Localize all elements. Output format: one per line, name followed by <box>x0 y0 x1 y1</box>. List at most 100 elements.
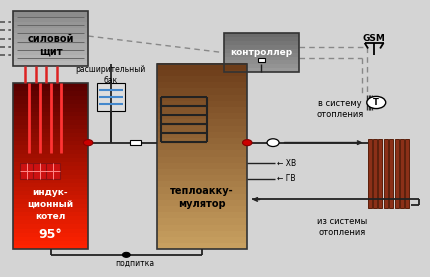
Bar <box>224 68 299 72</box>
Bar <box>13 116 88 120</box>
Bar <box>130 140 141 145</box>
Bar <box>157 162 247 169</box>
Bar <box>13 170 88 175</box>
Bar <box>157 63 247 70</box>
Bar <box>13 87 88 91</box>
Bar <box>13 232 88 237</box>
Bar <box>157 64 247 249</box>
Bar <box>224 64 299 68</box>
Bar <box>13 55 88 61</box>
Bar <box>157 217 247 225</box>
Text: подпитка: подпитка <box>115 259 154 268</box>
Bar <box>157 156 247 163</box>
Bar <box>368 138 372 208</box>
Bar <box>13 91 88 96</box>
Bar <box>13 157 88 162</box>
Bar <box>224 56 299 60</box>
Bar <box>157 193 247 200</box>
Bar <box>13 60 88 66</box>
Bar <box>97 83 125 111</box>
Bar <box>157 106 247 113</box>
Bar <box>157 211 247 218</box>
Bar <box>224 40 299 45</box>
Bar <box>13 95 88 100</box>
Bar <box>395 138 399 208</box>
Text: силовой
щит: силовой щит <box>27 34 74 57</box>
Bar <box>13 216 88 220</box>
Bar <box>13 124 88 129</box>
Bar <box>157 224 247 231</box>
Text: индук-
ционный
котел: индук- ционный котел <box>28 188 74 221</box>
Bar <box>13 120 88 125</box>
Bar <box>224 48 299 53</box>
Bar <box>13 141 88 145</box>
Circle shape <box>267 139 279 147</box>
Bar <box>157 119 247 125</box>
Bar <box>13 240 88 245</box>
Bar <box>13 178 88 183</box>
Bar <box>405 138 409 208</box>
Bar <box>13 203 88 208</box>
Text: 95°: 95° <box>39 228 62 241</box>
Bar <box>13 186 88 191</box>
Bar <box>373 138 377 208</box>
Bar <box>258 58 265 62</box>
Bar <box>157 180 247 188</box>
Bar <box>224 33 299 37</box>
Bar <box>157 112 247 119</box>
Bar <box>13 153 88 158</box>
Bar <box>157 199 247 206</box>
Text: GSM: GSM <box>362 34 386 43</box>
Bar <box>20 163 34 179</box>
Bar <box>157 143 247 150</box>
Bar <box>13 220 88 224</box>
Bar <box>13 211 88 216</box>
Bar <box>13 149 88 154</box>
Bar <box>13 236 88 241</box>
Bar <box>157 94 247 101</box>
Bar <box>157 137 247 144</box>
Bar <box>157 125 247 132</box>
Bar <box>13 27 88 33</box>
Bar <box>13 33 88 39</box>
Circle shape <box>367 96 386 109</box>
Bar <box>13 132 88 137</box>
Bar <box>13 207 88 212</box>
Bar <box>157 100 247 107</box>
Text: расширительный
бак: расширительный бак <box>76 65 146 85</box>
Circle shape <box>123 252 130 257</box>
Bar <box>157 168 247 175</box>
Bar <box>157 187 247 194</box>
Bar <box>13 103 88 108</box>
Bar <box>389 138 393 208</box>
Bar <box>13 245 88 249</box>
Bar <box>13 174 88 179</box>
Bar <box>13 224 88 229</box>
Text: ← ХВ: ← ХВ <box>277 159 296 168</box>
Bar <box>13 44 88 50</box>
Circle shape <box>83 140 93 146</box>
Bar <box>157 242 247 249</box>
Bar <box>157 81 247 88</box>
Bar <box>157 75 247 82</box>
Bar <box>13 145 88 150</box>
Bar <box>157 230 247 237</box>
Bar <box>157 150 247 157</box>
Text: теплоакку-
мулятор: теплоакку- мулятор <box>170 186 234 209</box>
Bar <box>13 49 88 55</box>
Bar <box>13 22 88 28</box>
Bar <box>378 138 382 208</box>
Bar <box>13 199 88 204</box>
Bar <box>13 228 88 233</box>
Bar <box>13 137 88 141</box>
Bar <box>384 138 388 208</box>
Bar <box>13 16 88 22</box>
Bar <box>13 191 88 195</box>
Bar <box>224 37 299 41</box>
Text: контроллер: контроллер <box>230 48 292 57</box>
Bar <box>13 83 88 87</box>
Text: ← ГВ: ← ГВ <box>277 174 296 183</box>
Bar <box>157 88 247 95</box>
Bar <box>224 60 299 64</box>
Text: в систему
отопления: в систему отопления <box>316 99 363 119</box>
